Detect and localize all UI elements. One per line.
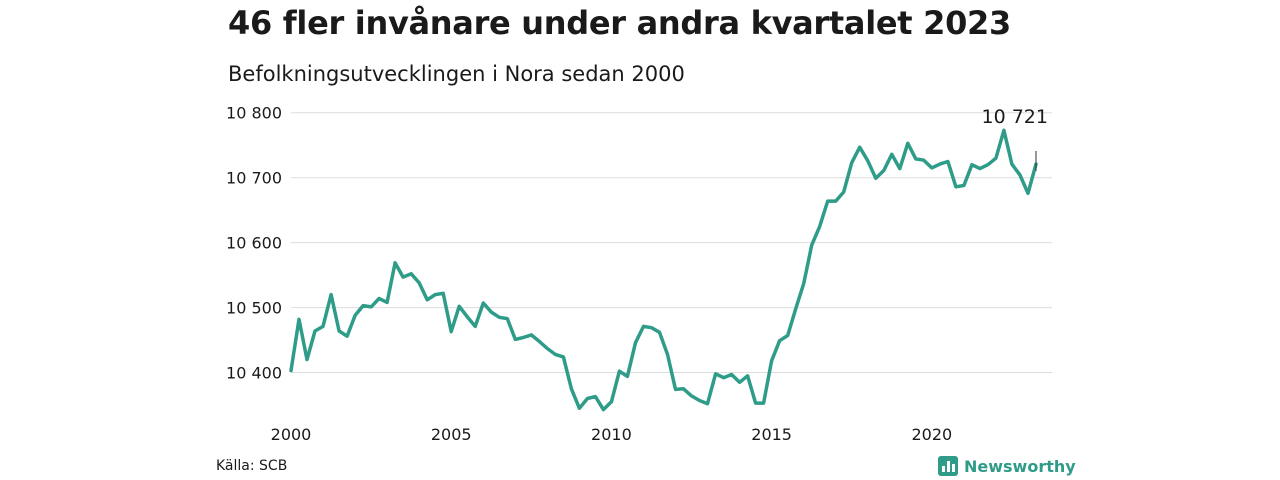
brand-logo[interactable]: Newsworthy xyxy=(938,456,1076,476)
newsworthy-logo-icon xyxy=(938,456,958,476)
x-tick-label: 2015 xyxy=(751,425,792,444)
y-tick-label: 10 500 xyxy=(226,299,282,318)
chart-title: 46 fler invånare under andra kvartalet 2… xyxy=(228,4,1011,42)
x-axis: 2000 2005 2010 2015 2020 xyxy=(271,425,953,444)
source-label: Källa: SCB xyxy=(216,458,288,474)
grid-lines xyxy=(291,112,1052,374)
annotation-label: 10 721 xyxy=(981,106,1047,128)
brand-name: Newsworthy xyxy=(964,456,1076,476)
y-tick-label: 10 700 xyxy=(226,169,282,188)
x-tick-label: 2010 xyxy=(591,425,632,444)
x-tick-label: 2020 xyxy=(911,425,952,444)
series-line xyxy=(289,128,1038,412)
y-tick-label: 10 400 xyxy=(226,364,282,383)
series-group xyxy=(289,128,1038,412)
x-tick-label: 2000 xyxy=(271,425,312,444)
y-tick-label: 10 600 xyxy=(226,234,282,253)
x-tick-label: 2005 xyxy=(431,425,472,444)
annotation-group: 10 721 xyxy=(981,106,1048,171)
y-tick-label: 10 800 xyxy=(226,104,282,123)
chart-subtitle: Befolkningsutvecklingen i Nora sedan 200… xyxy=(228,62,685,86)
y-axis: 10 400 10 500 10 600 10 700 10 800 xyxy=(226,104,282,383)
